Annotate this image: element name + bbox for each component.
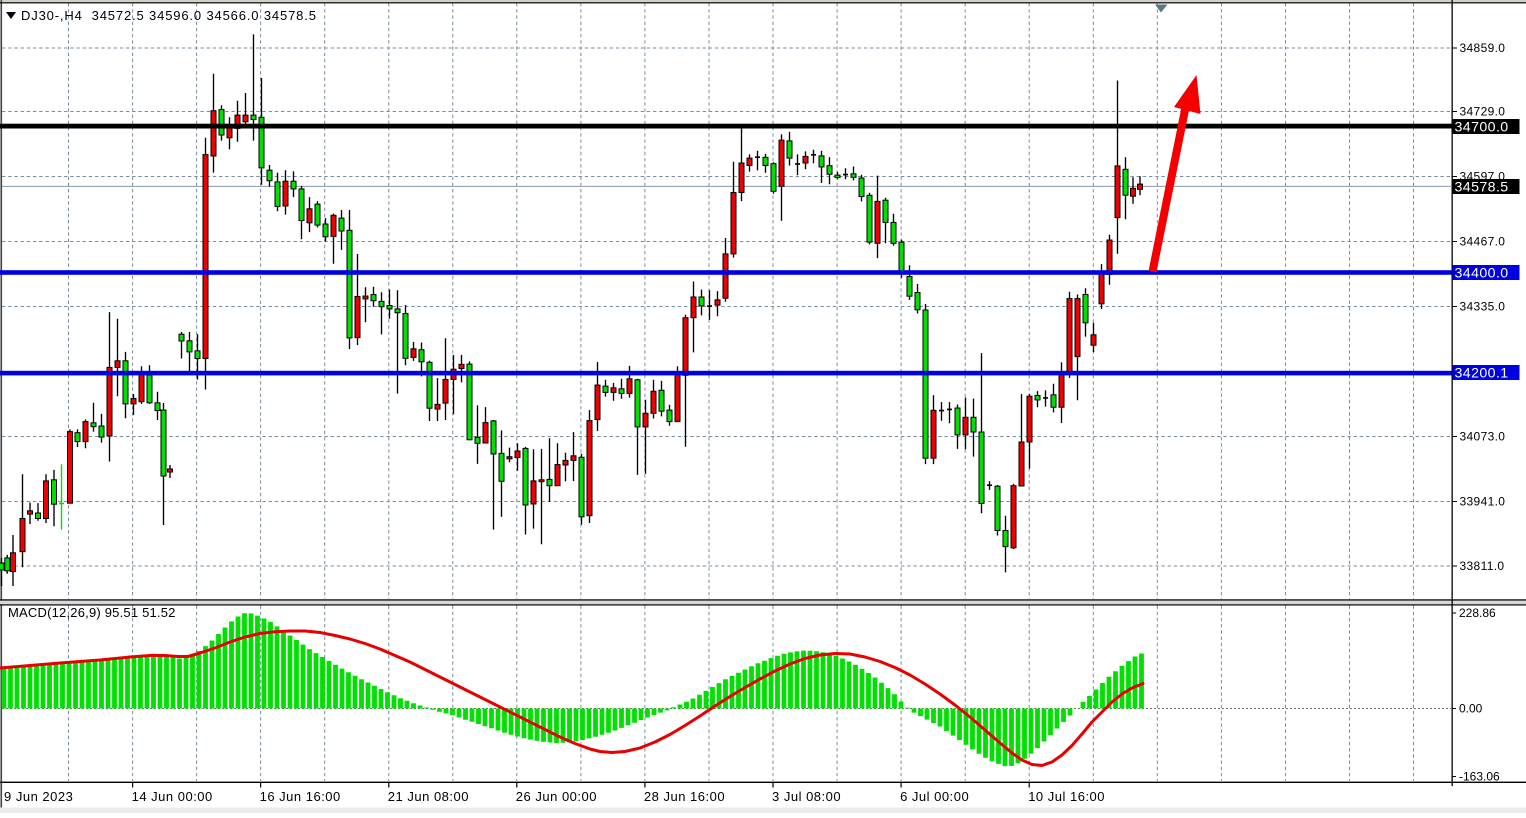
svg-text:-163.06: -163.06: [1459, 770, 1500, 784]
svg-text:33811.0: 33811.0: [1460, 559, 1505, 573]
svg-text:6 Jul 00:00: 6 Jul 00:00: [900, 789, 969, 804]
svg-text:34400.0: 34400.0: [1455, 266, 1509, 282]
svg-text:14 Jun 00:00: 14 Jun 00:00: [132, 789, 213, 804]
svg-text:DJ30-,H4 34572.5 34596.0 3456: DJ30-,H4 34572.5 34596.0 34566.0 34578.5: [21, 8, 317, 23]
svg-text:228.86: 228.86: [1459, 606, 1496, 620]
svg-text:26 Jun 00:00: 26 Jun 00:00: [516, 789, 597, 804]
svg-text:10 Jul 16:00: 10 Jul 16:00: [1028, 789, 1105, 804]
svg-text:34859.0: 34859.0: [1460, 41, 1506, 55]
svg-text:34073.0: 34073.0: [1460, 430, 1506, 444]
svg-text:34467.0: 34467.0: [1460, 235, 1506, 249]
svg-text:MACD(12,26,9) 95.51 51.52: MACD(12,26,9) 95.51 51.52: [8, 605, 176, 620]
svg-text:34729.0: 34729.0: [1460, 105, 1506, 119]
svg-text:21 Jun 08:00: 21 Jun 08:00: [388, 789, 469, 804]
svg-text:16 Jun 16:00: 16 Jun 16:00: [260, 789, 341, 804]
svg-text:34578.5: 34578.5: [1455, 180, 1509, 196]
svg-text:3 Jul 08:00: 3 Jul 08:00: [772, 789, 841, 804]
svg-text:34700.0: 34700.0: [1455, 120, 1509, 136]
svg-text:28 Jun 16:00: 28 Jun 16:00: [644, 789, 725, 804]
svg-text:34200.1: 34200.1: [1455, 366, 1509, 382]
svg-text:9 Jun 2023: 9 Jun 2023: [4, 789, 73, 804]
svg-text:0.00: 0.00: [1459, 702, 1483, 716]
svg-text:33941.0: 33941.0: [1460, 495, 1506, 509]
svg-text:34335.0: 34335.0: [1460, 300, 1506, 314]
